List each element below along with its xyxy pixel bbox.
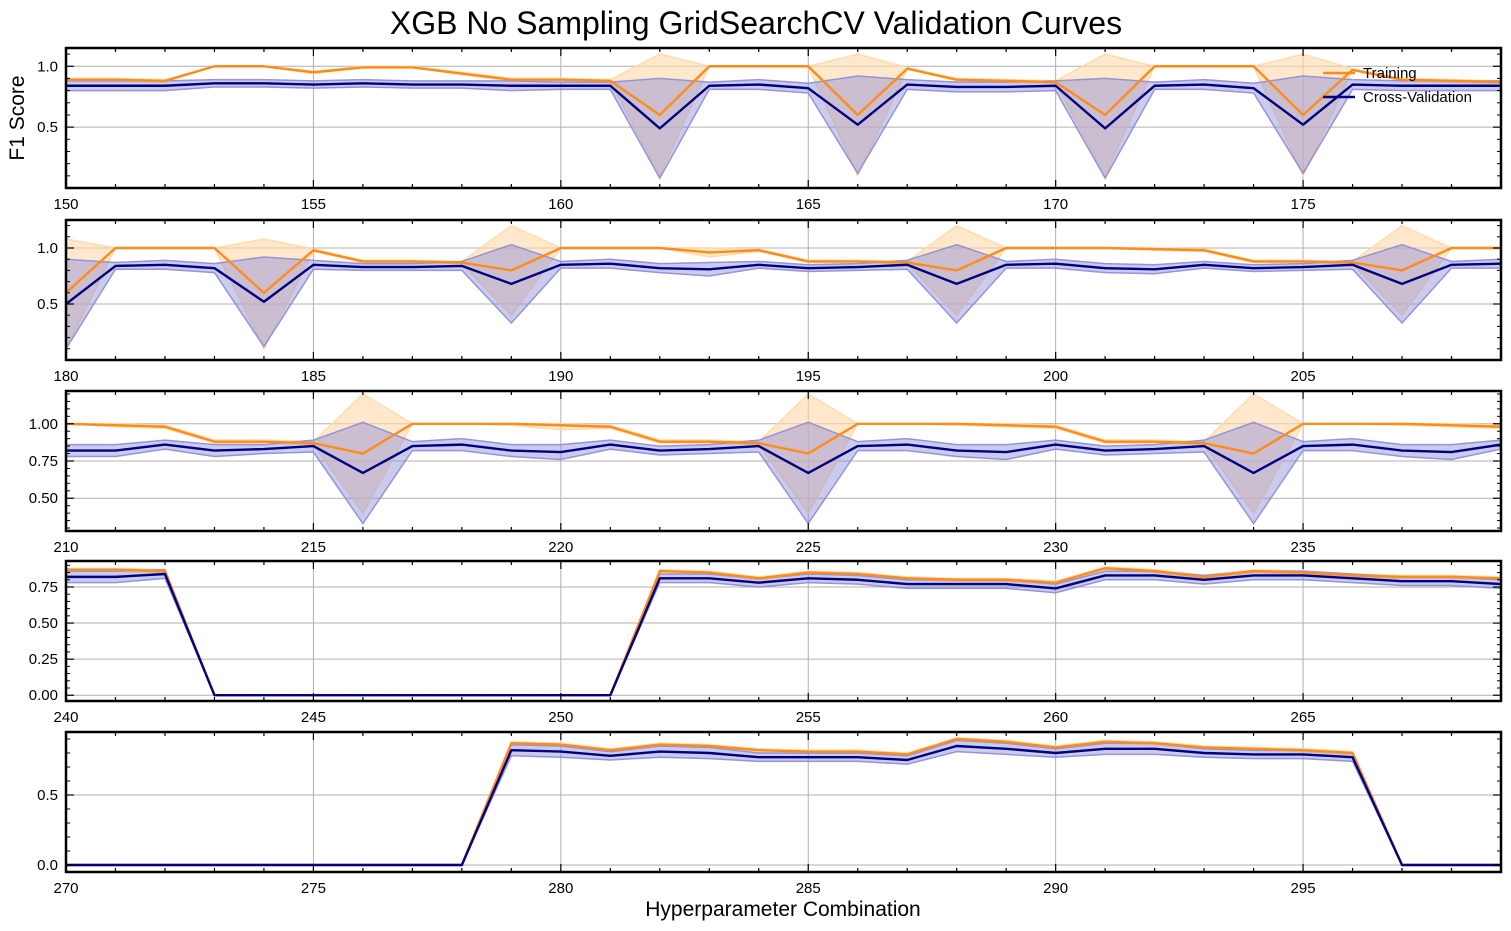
cv-band bbox=[66, 421, 1501, 525]
cv-band bbox=[66, 243, 1501, 351]
ticks bbox=[65, 561, 1502, 701]
plot-area bbox=[66, 393, 1501, 525]
panel-1: 150 155 160 165 170 175 0.5 1.0 bbox=[37, 46, 1503, 213]
x-tick-label: 250 bbox=[548, 709, 573, 726]
x-tick-label: 175 bbox=[1291, 196, 1316, 213]
cv-band bbox=[66, 739, 1501, 866]
y-tick-label: 0.00 bbox=[29, 687, 58, 704]
cv-band bbox=[66, 75, 1501, 180]
training-band bbox=[66, 393, 1501, 515]
y-tick-label: 0.75 bbox=[29, 453, 58, 470]
x-tick-label: 220 bbox=[548, 539, 573, 556]
x-tick-label: 200 bbox=[1043, 368, 1068, 385]
y-tick-label: 1.00 bbox=[29, 416, 58, 433]
x-axis-label: Hyperparameter Combination bbox=[645, 898, 920, 921]
y-tick-label: 0.5 bbox=[37, 787, 58, 804]
x-tick-label: 230 bbox=[1043, 539, 1068, 556]
y-tick-label: 0.50 bbox=[29, 490, 58, 507]
x-tick-label: 195 bbox=[796, 368, 821, 385]
panels-group: 150 155 160 165 170 175 0.5 1.0 180 185 190 195 200 2… bbox=[29, 46, 1503, 897]
y-tick-label: 0.75 bbox=[29, 579, 58, 596]
x-tick-label: 225 bbox=[796, 539, 821, 556]
x-tick-label: 185 bbox=[301, 368, 326, 385]
cv-line bbox=[66, 744, 1501, 867]
training-line bbox=[66, 65, 1501, 117]
y-tick-label: 0.50 bbox=[29, 615, 58, 632]
y-tick-label: 0.25 bbox=[29, 651, 58, 668]
ticks bbox=[65, 391, 1502, 531]
x-tick-label: 245 bbox=[301, 709, 326, 726]
axes-frame bbox=[64, 730, 1503, 874]
y-tick-label: 0.5 bbox=[37, 119, 58, 136]
y-tick-label: 0.5 bbox=[37, 296, 58, 313]
x-tick-label: 160 bbox=[548, 196, 573, 213]
x-tick-label: 270 bbox=[53, 880, 78, 897]
y-tick-label: 1.0 bbox=[37, 58, 58, 75]
x-tick-label: 280 bbox=[548, 880, 573, 897]
x-tick-label: 180 bbox=[53, 368, 78, 385]
x-tick-label: 275 bbox=[301, 880, 326, 897]
axes-frame bbox=[64, 46, 1503, 190]
panel-4: 240 245 250 255 260 265 0.00 0.25 0.50 0.75 bbox=[29, 559, 1503, 726]
x-tick-label: 290 bbox=[1043, 880, 1068, 897]
x-tick-label: 165 bbox=[796, 196, 821, 213]
x-tick-label: 215 bbox=[301, 539, 326, 556]
x-tick-label: 150 bbox=[53, 196, 78, 213]
x-tick-label: 190 bbox=[548, 368, 573, 385]
ticks bbox=[65, 48, 1502, 189]
legend-item-cross-validation: Cross-Validation bbox=[1323, 89, 1472, 106]
ticks bbox=[65, 732, 1502, 872]
ticks bbox=[65, 220, 1502, 361]
panel-2: 180 185 190 195 200 205 0.5 1.0 bbox=[37, 218, 1503, 385]
training-line bbox=[66, 246, 1501, 294]
plot-area bbox=[66, 53, 1501, 180]
training-line bbox=[66, 422, 1501, 455]
plot-area bbox=[66, 224, 1501, 351]
legend-item-training: Training bbox=[1323, 65, 1417, 82]
axes-frame bbox=[64, 218, 1503, 362]
chart-title: XGB No Sampling GridSearchCV Validation … bbox=[390, 5, 1122, 41]
cv-line bbox=[66, 572, 1501, 697]
x-tick-label: 210 bbox=[53, 539, 78, 556]
x-tick-label: 265 bbox=[1291, 709, 1316, 726]
x-tick-label: 255 bbox=[796, 709, 821, 726]
axes-frame bbox=[64, 559, 1503, 703]
y-tick-label: 1.0 bbox=[37, 240, 58, 257]
x-tick-label: 295 bbox=[1291, 880, 1316, 897]
y-tick-label: 0.0 bbox=[37, 857, 58, 874]
cv-line bbox=[66, 262, 1501, 305]
x-tick-label: 205 bbox=[1291, 368, 1316, 385]
y-axis-label: F1 Score bbox=[6, 75, 29, 160]
legend-label: Cross-Validation bbox=[1363, 89, 1472, 106]
x-tick-label: 260 bbox=[1043, 709, 1068, 726]
plot-area bbox=[66, 736, 1501, 867]
x-tick-label: 235 bbox=[1291, 539, 1316, 556]
cv-line bbox=[66, 82, 1501, 130]
cv-line bbox=[66, 443, 1501, 475]
x-tick-label: 170 bbox=[1043, 196, 1068, 213]
legend: Training Cross-Validation bbox=[1323, 65, 1472, 106]
panel-5: 270 275 280 285 290 295 0.0 0.5 bbox=[37, 730, 1503, 897]
x-tick-label: 285 bbox=[796, 880, 821, 897]
panel-3: 210 215 220 225 230 235 0.50 0.75 1.00 bbox=[29, 389, 1503, 556]
x-tick-label: 155 bbox=[301, 196, 326, 213]
legend-label: Training bbox=[1363, 65, 1417, 82]
x-tick-label: 240 bbox=[53, 709, 78, 726]
